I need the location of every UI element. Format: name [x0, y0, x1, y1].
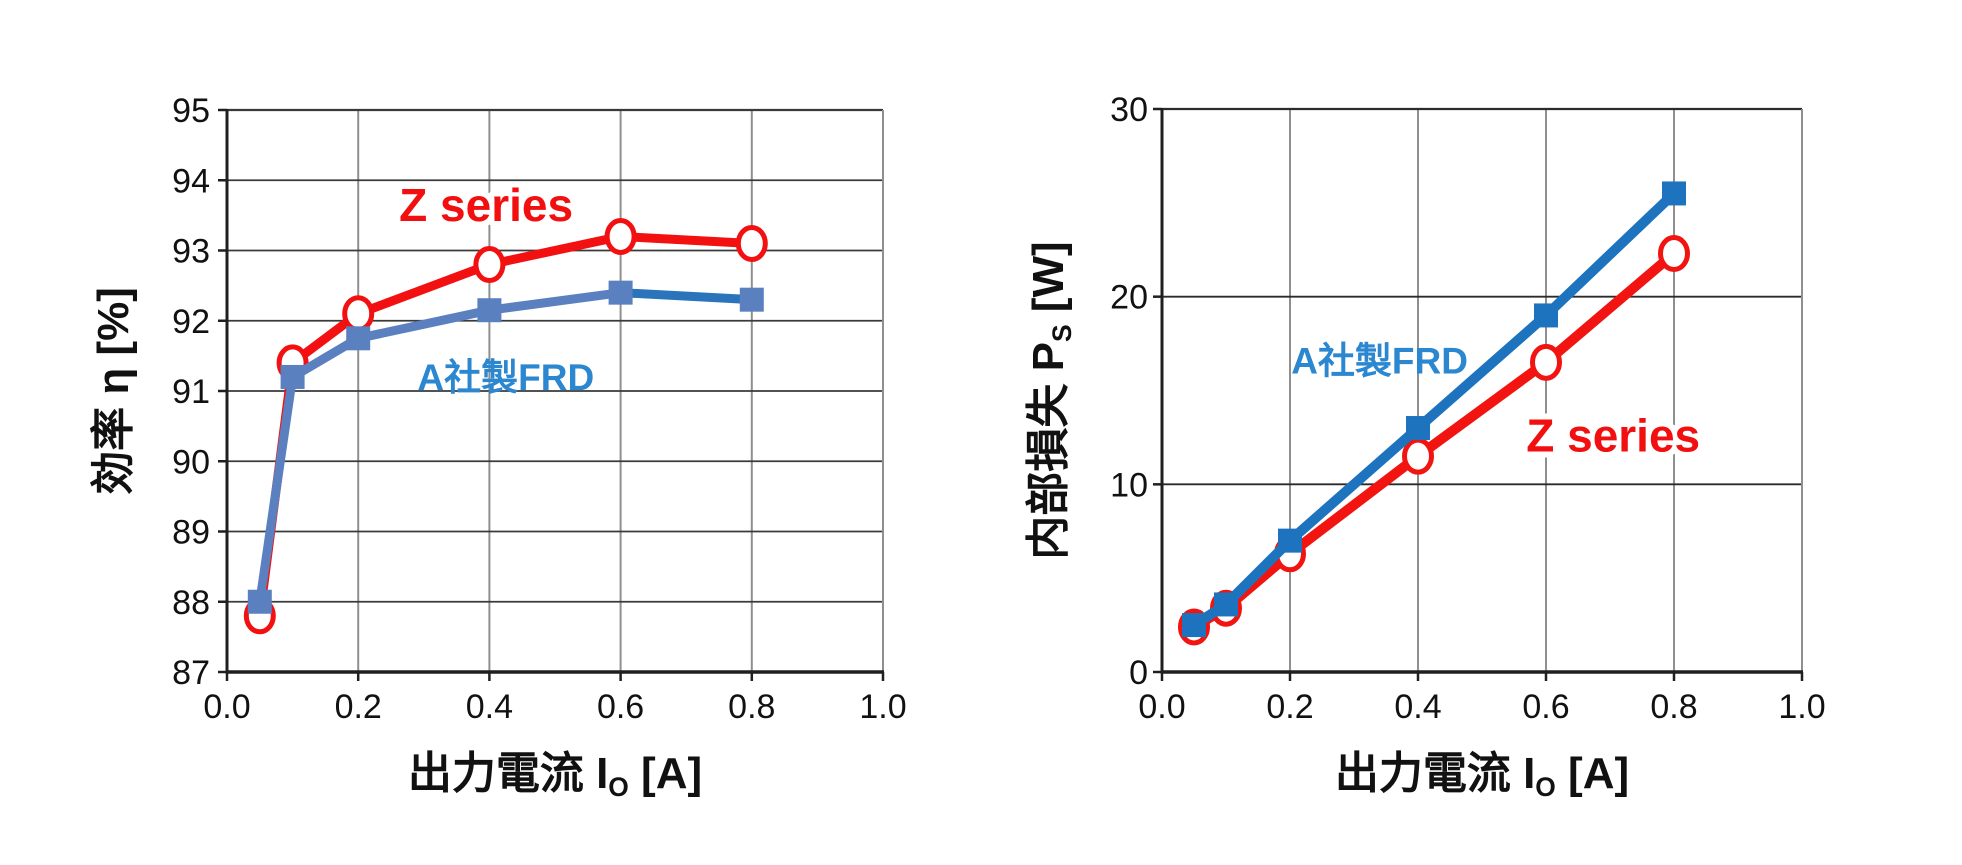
- series-segment: [1413, 310, 1551, 434]
- y-tick-label: 0: [1129, 654, 1148, 692]
- x-tick-label: 0.8: [1650, 688, 1697, 726]
- y-tick-label: 88: [172, 584, 210, 622]
- y-axis-title: 内部損失 PS​ [W]: [1024, 241, 1077, 559]
- y-tick-label: 94: [172, 162, 210, 200]
- chart-panel-0: 0.0 0.2 0.4 0.6 0.8 1.0 87 88 89 90 91 92 93 94 95 出力電流…: [89, 92, 907, 802]
- x-axis-title: 出力電流 IO​ [A]: [1335, 749, 1629, 802]
- series-a-frd: [247, 280, 764, 614]
- square-marker: [1214, 592, 1238, 617]
- open-circle-marker: [735, 224, 768, 262]
- open-circle-marker: [604, 217, 637, 255]
- y-tick-label: 90: [172, 443, 210, 481]
- x-tick-label: 0.4: [466, 688, 513, 726]
- square-marker: [608, 280, 633, 305]
- x-tick-label: 0.2: [335, 688, 382, 726]
- series-segment: [255, 372, 298, 607]
- series-segment: [1413, 357, 1551, 462]
- square-marker: [346, 326, 371, 351]
- y-tick-label: 92: [172, 303, 210, 341]
- y-tick-label: 95: [172, 92, 210, 130]
- series-label-annotation: Z series: [1526, 410, 1700, 462]
- x-tick-label: 0.2: [1266, 688, 1313, 726]
- square-marker: [1534, 303, 1558, 328]
- series-label-annotation: A社製FRD: [1291, 340, 1468, 381]
- open-circle-marker: [473, 246, 506, 284]
- square-marker: [739, 287, 764, 312]
- y-tick-label: 89: [172, 514, 210, 552]
- x-tick-label: 1.0: [1778, 688, 1825, 726]
- y-tick-label: 30: [1110, 91, 1148, 129]
- series-segment: [616, 231, 757, 248]
- series-segment: [616, 288, 757, 305]
- series-segment: [1541, 248, 1679, 368]
- y-axis-title: 効率 η [%]: [89, 287, 138, 495]
- x-tick-label: 0.8: [728, 688, 775, 726]
- x-tick-label: 0.0: [203, 688, 250, 726]
- square-marker: [1662, 181, 1686, 206]
- y-tick-label: 91: [172, 373, 210, 411]
- y-tick-label: 93: [172, 233, 210, 271]
- open-circle-marker: [1530, 343, 1562, 381]
- series-segment: [353, 260, 494, 319]
- x-tick-label: 0.6: [597, 688, 644, 726]
- series-segment: [484, 231, 626, 270]
- square-marker: [477, 298, 502, 323]
- series-segment: [353, 305, 494, 343]
- series-label-annotation: A社製FRD: [417, 357, 594, 398]
- series-segment: [484, 288, 626, 315]
- series-segment: [1285, 423, 1423, 546]
- series-a-frd: [1182, 181, 1686, 638]
- series-z-series: [243, 217, 768, 635]
- open-circle-marker: [1658, 235, 1690, 273]
- x-tick-label: 0.0: [1138, 688, 1185, 726]
- square-marker: [247, 589, 272, 614]
- x-axis-title: 出力電流 IO​ [A]: [408, 749, 702, 802]
- open-circle-marker: [1402, 437, 1434, 475]
- series-segment: [1541, 188, 1679, 321]
- square-marker: [1182, 613, 1206, 638]
- y-tick-label: 10: [1110, 466, 1148, 504]
- y-tick-label: 20: [1110, 279, 1148, 317]
- series-label-annotation: Z series: [399, 179, 573, 231]
- chart-panel-1: 0.0 0.2 0.4 0.6 0.8 1.0 0 10 20 30 出力電流 IO​ [A] 内部損…: [1024, 91, 1826, 802]
- y-tick-label: 87: [172, 654, 210, 692]
- x-tick-label: 1.0: [859, 688, 906, 726]
- square-marker: [280, 364, 305, 389]
- series-segment: [1285, 451, 1423, 559]
- x-tick-label: 0.4: [1394, 688, 1441, 726]
- x-tick-label: 0.6: [1522, 688, 1569, 726]
- square-marker: [1278, 528, 1302, 553]
- open-circle-marker: [342, 295, 375, 333]
- square-marker: [1406, 416, 1430, 441]
